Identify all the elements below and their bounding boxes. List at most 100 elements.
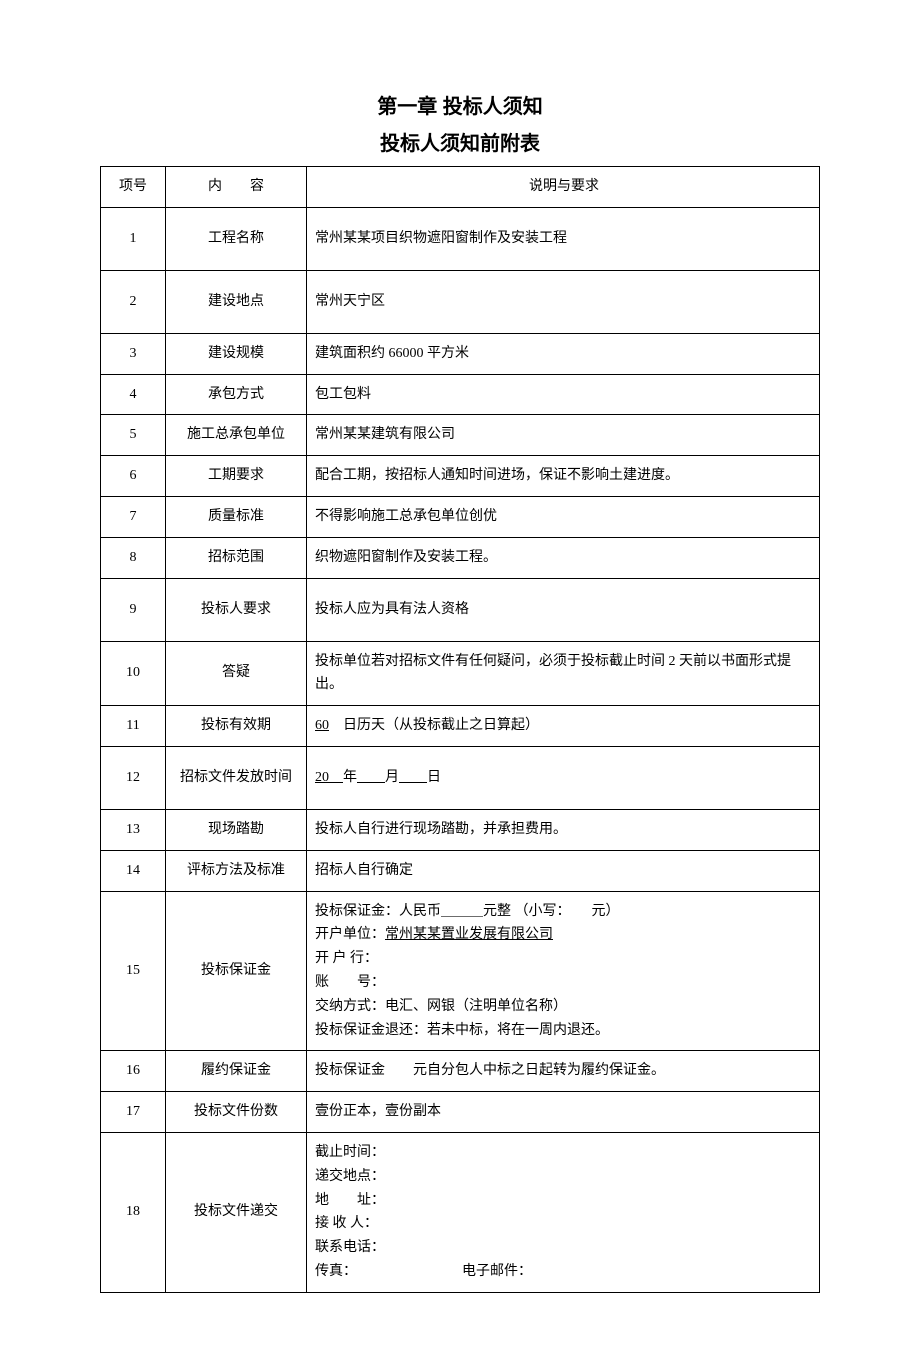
table-row: 6 工期要求 配合工期，按招标人通知时间进场，保证不影响土建进度。 (101, 456, 820, 497)
submit-line: 接 收 人： (315, 1212, 813, 1236)
row-desc: 投标保证金 元自分包人中标之日起转为履约保证金。 (307, 1051, 820, 1092)
table-row: 15 投标保证金 投标保证金：人民币＿＿＿元整 （小写： 元） 开户单位：常州某… (101, 891, 820, 1051)
row-num: 8 (101, 537, 166, 578)
row-desc: 投标人自行进行现场踏勘，并承担费用。 (307, 809, 820, 850)
submit-line: 截止时间： (315, 1141, 813, 1165)
row-content: 投标有效期 (166, 706, 307, 747)
submit-line: 地 址： (315, 1189, 813, 1213)
deposit-line: 账 号： (315, 971, 813, 995)
table-header-row: 项号 内 容 说明与要求 (101, 167, 820, 208)
table-row: 8 招标范围 织物遮阳窗制作及安装工程。 (101, 537, 820, 578)
header-num: 项号 (101, 167, 166, 208)
row-desc: 20 年 月 日 (307, 746, 820, 809)
row-content: 建设规模 (166, 333, 307, 374)
row-content: 质量标准 (166, 496, 307, 537)
row-desc: 织物遮阳窗制作及安装工程。 (307, 537, 820, 578)
text: 开户单位： (315, 927, 385, 942)
row-content: 建设地点 (166, 270, 307, 333)
chapter-title: 第一章 投标人须知 (100, 90, 820, 119)
table-row: 11 投标有效期 60 日历天（从投标截止之日算起） (101, 706, 820, 747)
deposit-line: 开 户 行： (315, 947, 813, 971)
row-num: 18 (101, 1132, 166, 1292)
row-num: 12 (101, 746, 166, 809)
row-desc: 配合工期，按招标人通知时间进场，保证不影响土建进度。 (307, 456, 820, 497)
row-num: 11 (101, 706, 166, 747)
row-num: 17 (101, 1092, 166, 1133)
row-content: 工期要求 (166, 456, 307, 497)
row-content: 评标方法及标准 (166, 850, 307, 891)
underline-text: 60 (315, 718, 329, 733)
table-row: 17 投标文件份数 壹份正本，壹份副本 (101, 1092, 820, 1133)
requirements-table: 项号 内 容 说明与要求 1 工程名称 常州某某项目织物遮阳窗制作及安装工程 2… (100, 166, 820, 1293)
deposit-line: 投标保证金退还：若未中标，将在一周内退还。 (315, 1019, 813, 1043)
row-content: 招标文件发放时间 (166, 746, 307, 809)
table-row: 7 质量标准 不得影响施工总承包单位创优 (101, 496, 820, 537)
row-desc: 包工包料 (307, 374, 820, 415)
row-num: 16 (101, 1051, 166, 1092)
header-content: 内 容 (166, 167, 307, 208)
table-row: 12 招标文件发放时间 20 年 月 日 (101, 746, 820, 809)
table-row: 10 答疑 投标单位若对招标文件有任何疑问，必须于投标截止时间 2 天前以书面形… (101, 641, 820, 706)
table-row: 9 投标人要求 投标人应为具有法人资格 (101, 578, 820, 641)
table-row: 16 履约保证金 投标保证金 元自分包人中标之日起转为履约保证金。 (101, 1051, 820, 1092)
document-page: 第一章 投标人须知 投标人须知前附表 项号 内 容 说明与要求 1 工程名称 常… (0, 0, 920, 1353)
row-desc: 壹份正本，壹份副本 (307, 1092, 820, 1133)
row-num: 4 (101, 374, 166, 415)
submit-line: 联系电话： (315, 1236, 813, 1260)
text: 日 (427, 770, 441, 785)
row-num: 10 (101, 641, 166, 706)
text: 日历天（从投标截止之日算起） (329, 718, 539, 733)
row-content: 现场踏勘 (166, 809, 307, 850)
row-content: 答疑 (166, 641, 307, 706)
underline-text: 常州某某置业发展有限公司 (385, 927, 553, 942)
row-desc: 常州某某项目织物遮阳窗制作及安装工程 (307, 207, 820, 270)
row-num: 13 (101, 809, 166, 850)
row-content: 投标文件份数 (166, 1092, 307, 1133)
row-content: 投标人要求 (166, 578, 307, 641)
row-desc: 建筑面积约 66000 平方米 (307, 333, 820, 374)
row-num: 6 (101, 456, 166, 497)
text: 月 (385, 770, 399, 785)
row-content: 招标范围 (166, 537, 307, 578)
row-content: 工程名称 (166, 207, 307, 270)
row-num: 5 (101, 415, 166, 456)
row-num: 3 (101, 333, 166, 374)
table-row: 4 承包方式 包工包料 (101, 374, 820, 415)
deposit-line: 交纳方式：电汇、网银（注明单位名称） (315, 995, 813, 1019)
table-row: 18 投标文件递交 截止时间： 递交地点： 地 址： 接 收 人： 联系电话： … (101, 1132, 820, 1292)
table-row: 5 施工总承包单位 常州某某建筑有限公司 (101, 415, 820, 456)
table-row: 1 工程名称 常州某某项目织物遮阳窗制作及安装工程 (101, 207, 820, 270)
row-desc: 常州天宁区 (307, 270, 820, 333)
underline-text (399, 770, 427, 785)
deposit-line: 投标保证金：人民币＿＿＿元整 （小写： 元） (315, 900, 813, 924)
row-num: 15 (101, 891, 166, 1051)
underline-text: 20 (315, 770, 343, 785)
row-num: 2 (101, 270, 166, 333)
row-desc: 常州某某建筑有限公司 (307, 415, 820, 456)
row-desc: 截止时间： 递交地点： 地 址： 接 收 人： 联系电话： 传真： 电子邮件： (307, 1132, 820, 1292)
submit-line: 递交地点： (315, 1165, 813, 1189)
row-num: 1 (101, 207, 166, 270)
row-num: 7 (101, 496, 166, 537)
row-content: 施工总承包单位 (166, 415, 307, 456)
table-row: 3 建设规模 建筑面积约 66000 平方米 (101, 333, 820, 374)
table-row: 2 建设地点 常州天宁区 (101, 270, 820, 333)
row-desc: 投标保证金：人民币＿＿＿元整 （小写： 元） 开户单位：常州某某置业发展有限公司… (307, 891, 820, 1051)
table-row: 14 评标方法及标准 招标人自行确定 (101, 850, 820, 891)
row-num: 9 (101, 578, 166, 641)
row-content: 承包方式 (166, 374, 307, 415)
row-num: 14 (101, 850, 166, 891)
submit-line: 传真： 电子邮件： (315, 1260, 813, 1284)
row-desc: 不得影响施工总承包单位创优 (307, 496, 820, 537)
row-desc: 投标人应为具有法人资格 (307, 578, 820, 641)
row-desc: 招标人自行确定 (307, 850, 820, 891)
row-content: 履约保证金 (166, 1051, 307, 1092)
table-title: 投标人须知前附表 (100, 127, 820, 156)
underline-text (357, 770, 385, 785)
text: 年 (343, 770, 357, 785)
table-row: 13 现场踏勘 投标人自行进行现场踏勘，并承担费用。 (101, 809, 820, 850)
deposit-line: 开户单位：常州某某置业发展有限公司 (315, 923, 813, 947)
header-desc: 说明与要求 (307, 167, 820, 208)
row-content: 投标文件递交 (166, 1132, 307, 1292)
row-desc: 60 日历天（从投标截止之日算起） (307, 706, 820, 747)
